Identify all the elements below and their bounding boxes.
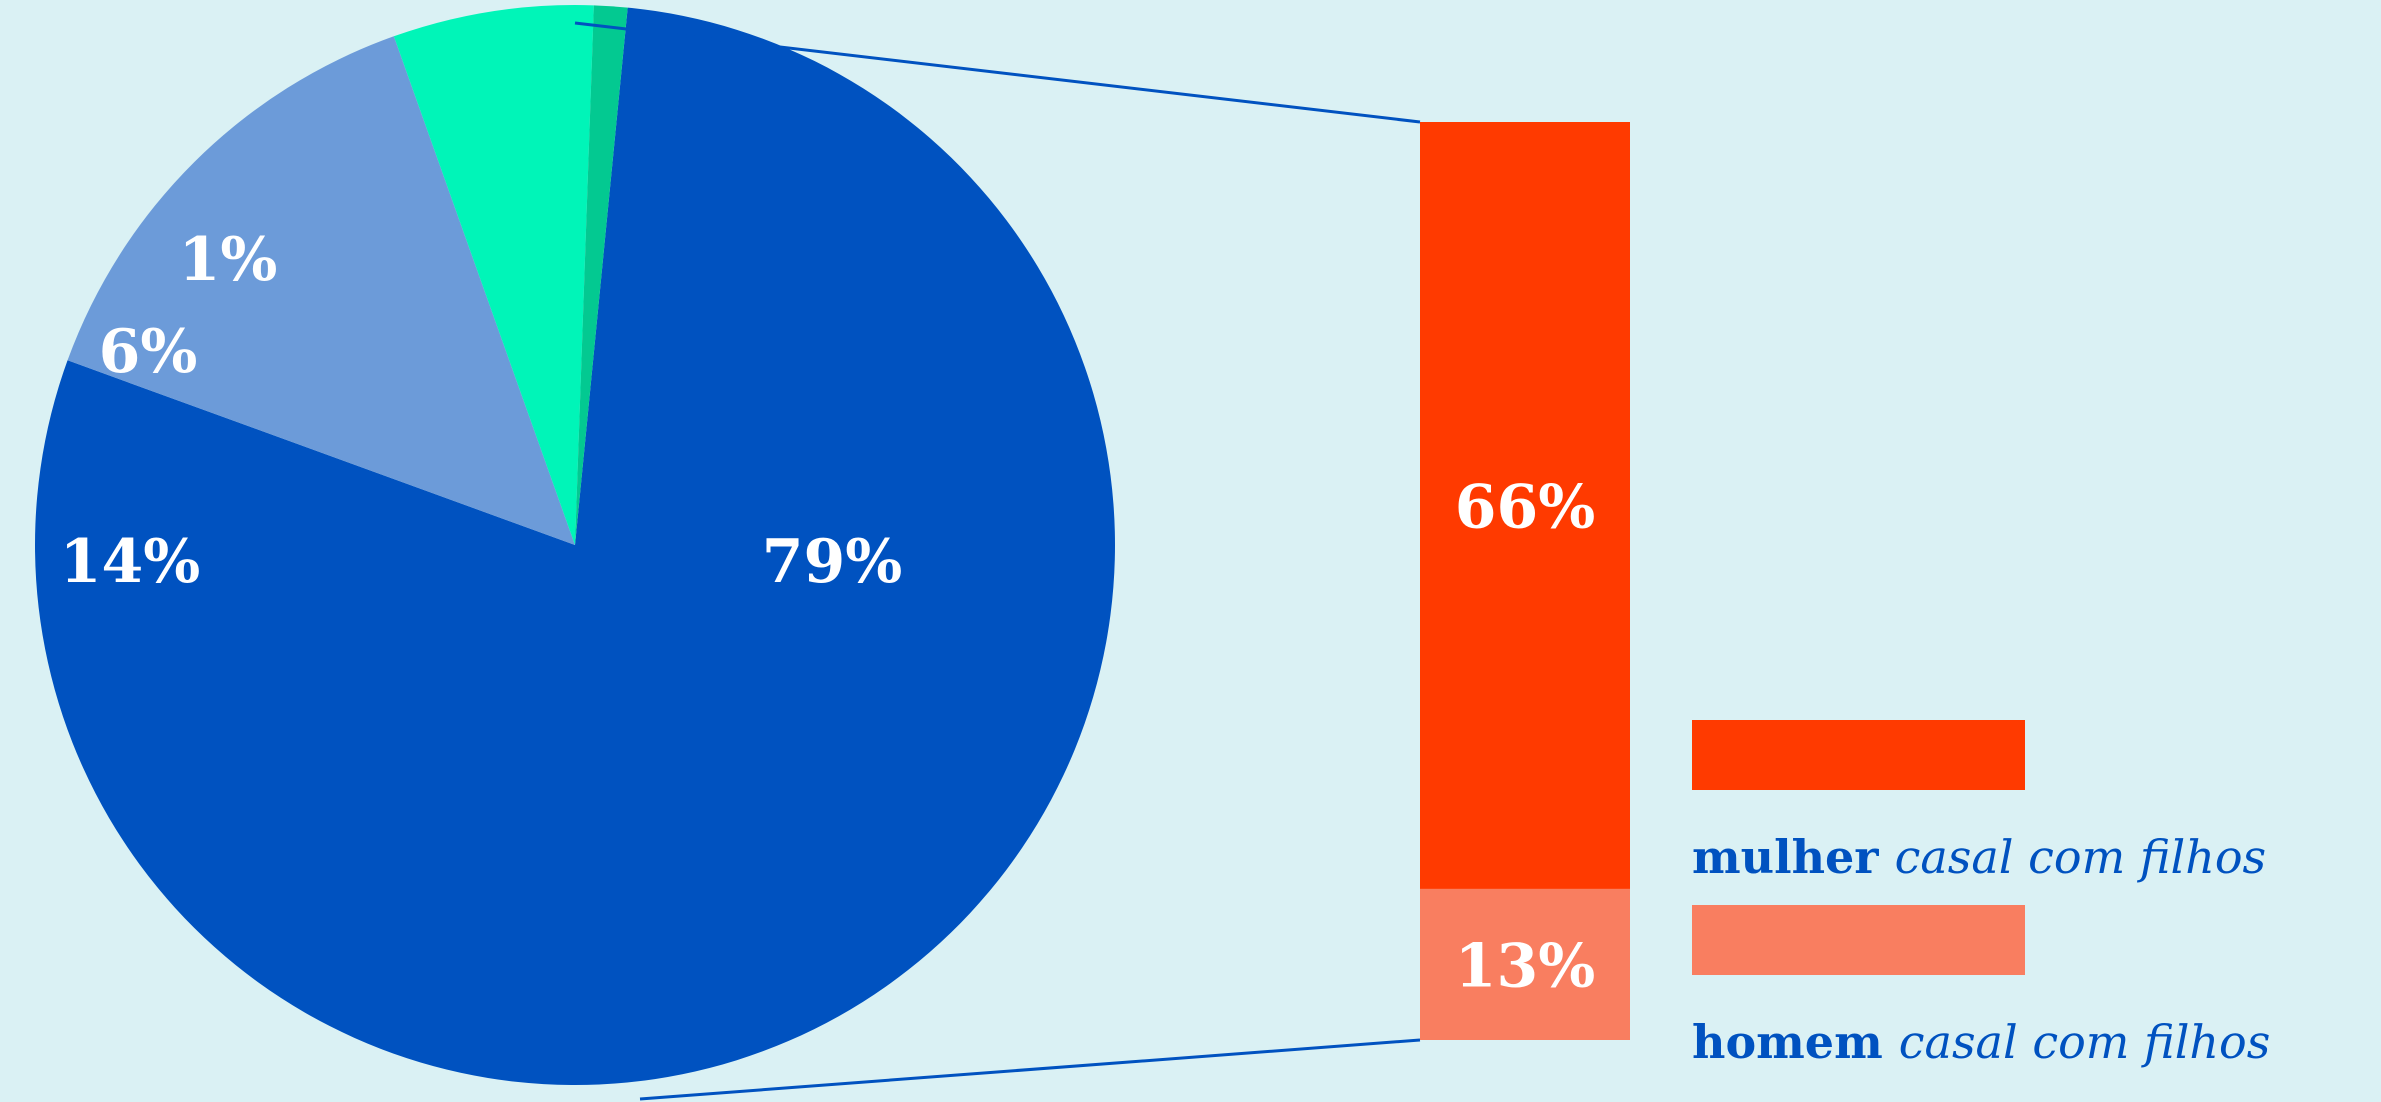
legend-label-strong: mulher <box>1692 830 1895 884</box>
pie-slice <box>67 36 575 545</box>
pie-slice <box>393 5 594 545</box>
bar-segment-label: 13% <box>1455 931 1596 1001</box>
connector-line-bottom <box>639 1038 1421 1101</box>
legend-label-soft: casal com filhos <box>1895 830 2267 884</box>
pie-slice <box>35 7 1116 1086</box>
pie-slice-label: 6% <box>99 317 198 387</box>
legend-swatch <box>1692 905 2025 975</box>
bar-segment <box>1420 122 1630 889</box>
legend-label: homem casal com filhos <box>1692 1015 2270 1069</box>
pie-slice <box>575 5 628 545</box>
legend-swatch <box>1692 720 2025 790</box>
pie-slice-label: 1% <box>179 225 278 295</box>
legend-label: mulher casal com filhos <box>1692 830 2266 884</box>
bar-segment <box>1420 888 1630 1040</box>
legend-label-strong: homem <box>1692 1015 1899 1069</box>
connector-line-top <box>574 21 1421 124</box>
legend-label-soft: casal com filhos <box>1899 1015 2271 1069</box>
pie-slice-label: 14% <box>60 527 201 597</box>
bar-segment-label: 66% <box>1455 472 1596 542</box>
pie-slice-label: 79% <box>762 527 903 597</box>
